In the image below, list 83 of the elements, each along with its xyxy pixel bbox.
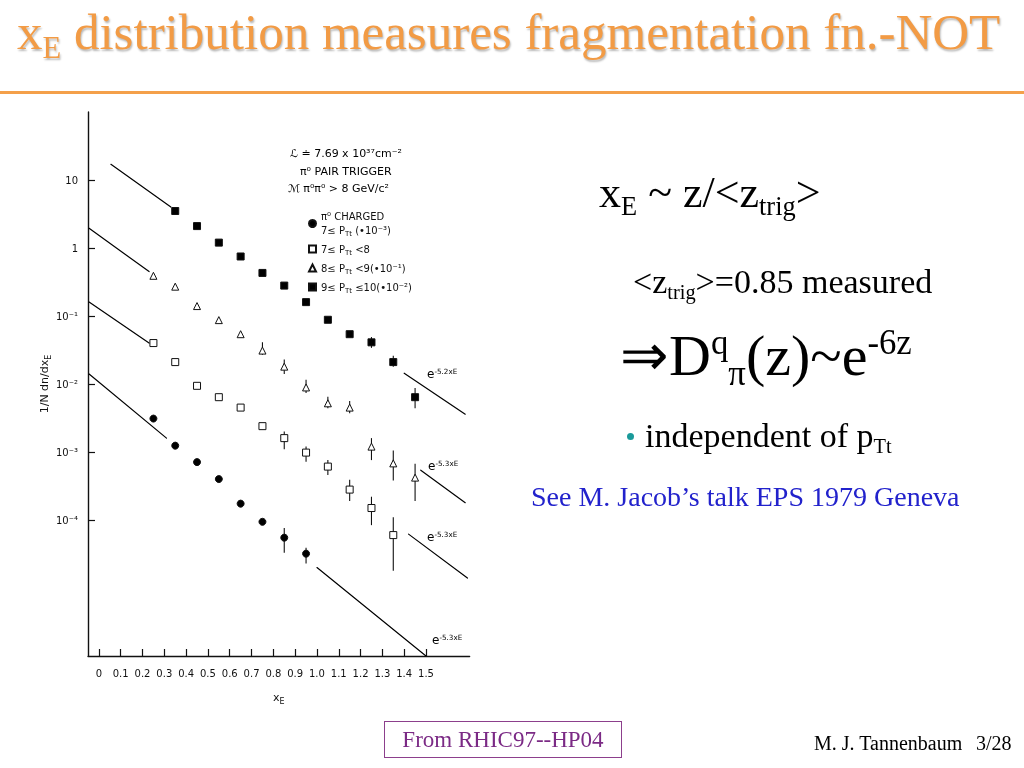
y-tick-label: 1 bbox=[71, 242, 78, 254]
x-tick-label: 1.0 bbox=[309, 667, 325, 679]
text: 3/28 bbox=[976, 732, 1012, 754]
y-tick-label: 10⁻¹ bbox=[55, 310, 78, 322]
point bbox=[345, 403, 354, 412]
point bbox=[258, 346, 267, 355]
point bbox=[214, 475, 223, 484]
point bbox=[236, 403, 245, 412]
x-tick-label: 1.1 bbox=[330, 667, 347, 679]
point bbox=[411, 473, 420, 482]
text: independent of p$_{Tt}$ bbox=[645, 417, 892, 458]
annotation: e$^{-5.3xE}$ bbox=[432, 632, 463, 648]
point bbox=[214, 238, 223, 247]
point bbox=[280, 362, 289, 371]
point bbox=[193, 302, 202, 311]
point bbox=[171, 282, 180, 291]
point bbox=[214, 316, 223, 325]
point bbox=[367, 504, 376, 513]
point bbox=[193, 222, 202, 231]
chart-title: x$_{E}$ distribution measures fragmentation fn.-NOT bbox=[17, 4, 1001, 66]
point bbox=[302, 448, 311, 457]
point bbox=[280, 434, 289, 443]
point bbox=[258, 517, 267, 526]
x-tick-label: 0.4 bbox=[178, 667, 195, 679]
point bbox=[302, 549, 311, 558]
point bbox=[323, 315, 332, 324]
y-tick-label: 10⁻³ bbox=[55, 446, 78, 458]
x-tick-label: 0.7 bbox=[243, 667, 260, 679]
annotation: e$^{-5.2xE}$ bbox=[427, 366, 458, 382]
x-tick-label: 1.5 bbox=[418, 667, 434, 679]
x-tick-label: 1.2 bbox=[352, 667, 369, 679]
point bbox=[280, 533, 289, 542]
x-tick-label: 0.9 bbox=[287, 667, 304, 679]
x-tick-label: 1.3 bbox=[374, 667, 391, 679]
point bbox=[193, 381, 202, 390]
text: <z$_{trig}$>=0.85 measured bbox=[633, 263, 933, 304]
point bbox=[214, 393, 223, 402]
point bbox=[171, 441, 180, 450]
x-tick-label: 0 bbox=[95, 667, 103, 679]
point bbox=[389, 358, 398, 367]
point bbox=[149, 271, 158, 280]
point bbox=[323, 462, 332, 471]
point bbox=[258, 268, 267, 277]
x-tick-label: 0.6 bbox=[221, 667, 238, 679]
annotation: ℳ π⁰π⁰ > 8 GeV/c² bbox=[288, 182, 390, 196]
y-tick-label: 10 bbox=[65, 174, 78, 186]
x-tick-label: 0.1 bbox=[112, 667, 129, 679]
text: See M. Jacob’s talk EPS 1979 Geneva bbox=[531, 481, 960, 513]
point bbox=[193, 458, 202, 467]
annotation: ℒ ≐ 7.69 x 10³⁷cm⁻² bbox=[290, 147, 402, 161]
point bbox=[171, 358, 180, 367]
point bbox=[302, 383, 311, 392]
text: From RHIC97--HP04 bbox=[384, 721, 622, 758]
y-axis-title: 1/N dn/dxE bbox=[38, 354, 53, 414]
text: ⇒D$^{q}$$_{π}$(z)~e$^{-6z}$ bbox=[620, 323, 912, 394]
point bbox=[345, 485, 354, 494]
point bbox=[149, 339, 158, 348]
point bbox=[389, 531, 398, 540]
x-tick-label: 0.3 bbox=[156, 667, 173, 679]
point bbox=[258, 422, 267, 431]
point bbox=[323, 399, 332, 408]
point bbox=[302, 298, 311, 307]
point bbox=[389, 459, 398, 468]
y-tick-label: 10⁻² bbox=[55, 378, 78, 390]
x-tick-label: 0.8 bbox=[265, 667, 282, 679]
point bbox=[149, 414, 158, 423]
text: x$_{E}$ ~ z/<z$_{trig}$> bbox=[599, 168, 821, 221]
x-tick-label: 0.5 bbox=[199, 667, 216, 679]
annotation: e$^{-5.3xE}$ bbox=[428, 458, 459, 474]
y-tick-label: 10⁻⁴ bbox=[55, 514, 78, 526]
x-tick-label: 1.4 bbox=[396, 667, 413, 679]
text: M. J. Tannenbaum bbox=[814, 732, 963, 754]
annotation: e$^{-5.3xE}$ bbox=[427, 529, 458, 545]
point bbox=[280, 281, 289, 290]
x-tick-label: 0.2 bbox=[134, 667, 151, 679]
point bbox=[236, 330, 245, 339]
point bbox=[236, 499, 245, 508]
point bbox=[411, 393, 420, 402]
point bbox=[171, 207, 180, 215]
point bbox=[367, 442, 376, 451]
point bbox=[345, 330, 354, 339]
annotation: π⁰ PAIR TRIGGER bbox=[300, 165, 392, 179]
point bbox=[236, 252, 245, 261]
